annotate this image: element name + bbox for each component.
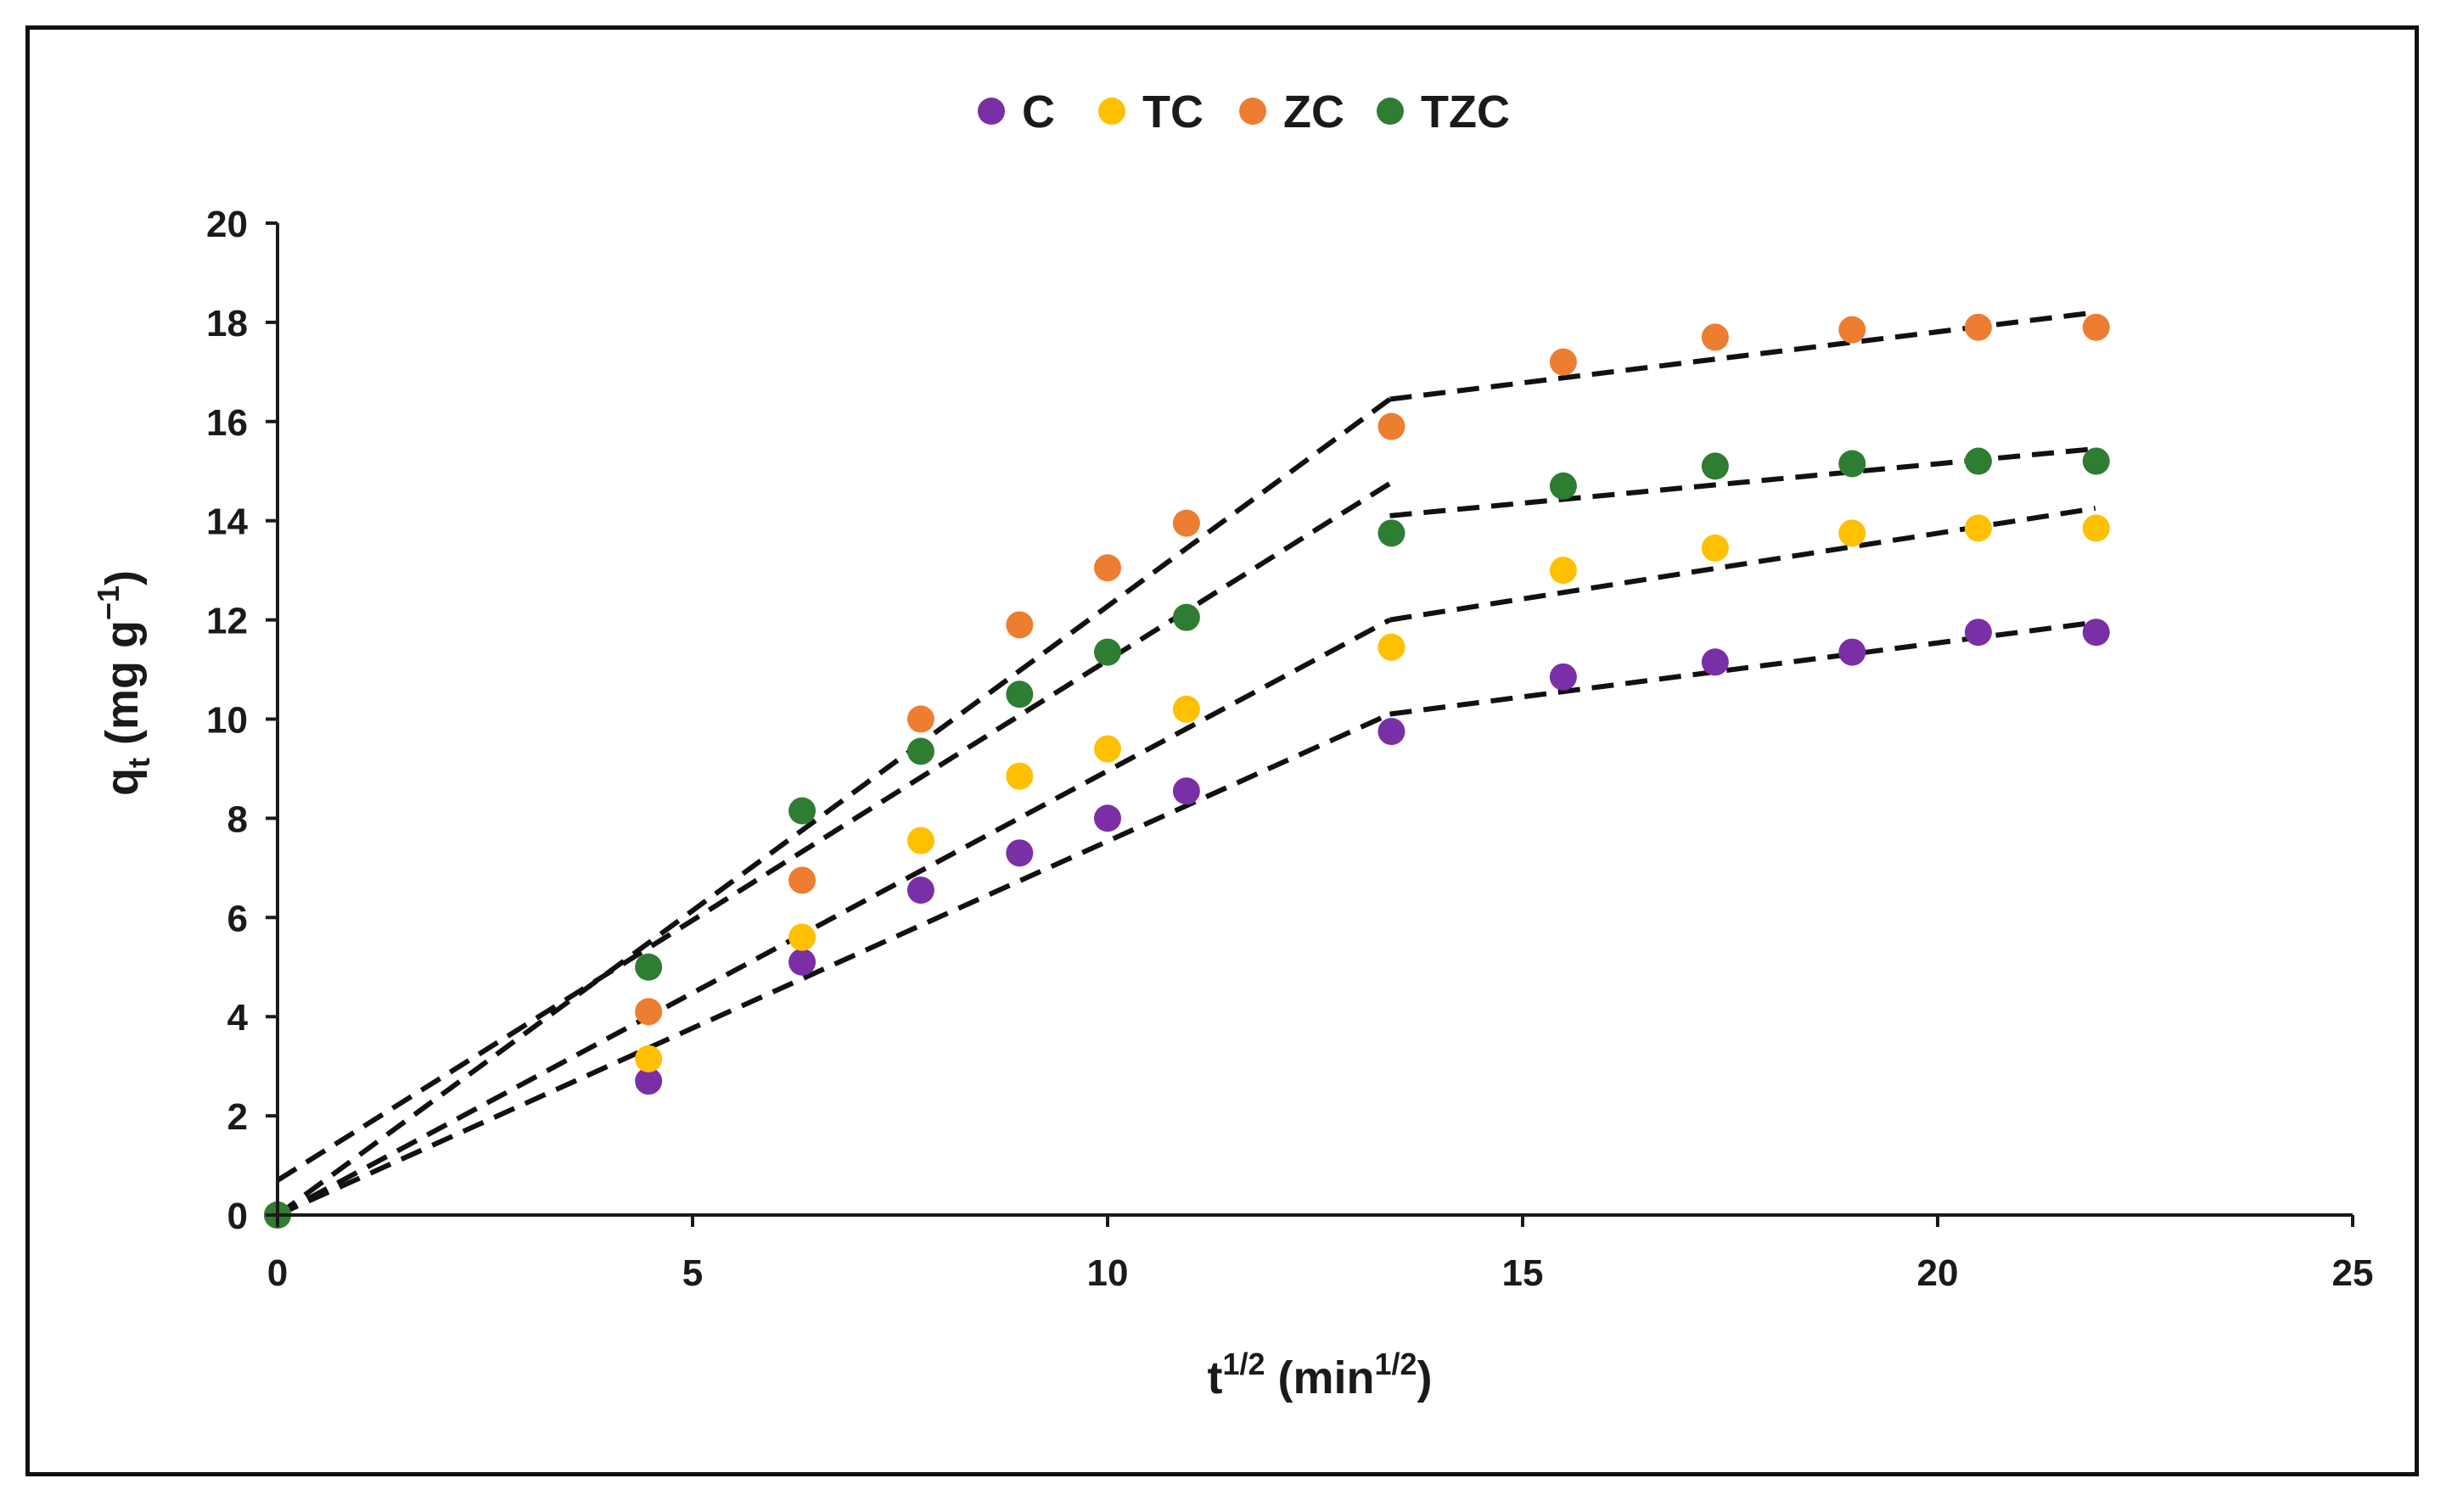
point-zc (635, 998, 663, 1026)
point-c (1701, 648, 1729, 676)
point-tzc (906, 737, 934, 765)
point-c (1172, 777, 1200, 805)
point-tc (635, 1044, 663, 1072)
x-tick-label: 10 (1087, 1252, 1129, 1294)
x-tick-label: 5 (682, 1252, 703, 1294)
point-tc (2082, 514, 2110, 542)
point-zc (1377, 412, 1405, 440)
point-c (1838, 638, 1866, 666)
point-zc (1549, 348, 1577, 376)
point-c (1964, 619, 1992, 647)
point-tc (1701, 534, 1729, 562)
point-c (788, 948, 816, 976)
y-tick-label: 10 (206, 700, 248, 742)
x-tick-label: 20 (1917, 1252, 1959, 1294)
y-tick-label: 6 (227, 898, 248, 939)
x-tick-label: 0 (267, 1252, 288, 1294)
point-zc (1172, 509, 1200, 537)
data-points (264, 313, 2110, 1229)
point-c (635, 1067, 663, 1095)
point-tzc (1172, 603, 1200, 631)
y-tick-label: 16 (206, 402, 248, 444)
point-tzc (2082, 447, 2110, 475)
y-tick-label: 12 (206, 601, 248, 642)
point-tc (906, 826, 934, 854)
y-axis-title: qt (mg g−1) (91, 570, 156, 796)
point-zc (2082, 313, 2110, 341)
y-tick-label: 8 (227, 798, 248, 840)
y-tick-label: 0 (227, 1196, 248, 1237)
point-zc (1094, 554, 1121, 582)
point-zc (788, 866, 816, 894)
point-tzc (1006, 680, 1034, 708)
point-c (906, 876, 934, 904)
fit-line-zc (276, 397, 1392, 1218)
x-axis-title: t1/2 (min1/2) (1207, 1347, 1432, 1403)
y-tick-label: 4 (227, 997, 249, 1039)
point-c (1094, 804, 1121, 832)
y-tick-label: 20 (206, 204, 248, 245)
point-tzc (1838, 450, 1866, 478)
legend-marker-tc (1098, 98, 1125, 125)
point-tc (1094, 735, 1121, 763)
legend-marker-zc (1239, 98, 1266, 125)
axes (266, 221, 2354, 1227)
point-tc (1006, 762, 1034, 790)
point-tc (1964, 514, 1992, 542)
point-tc (1377, 633, 1405, 661)
point-zc (1701, 323, 1729, 351)
point-zc (1838, 316, 1866, 344)
legend-label-c: C (1022, 87, 1055, 137)
point-tc (1838, 519, 1866, 547)
point-zc (1964, 313, 1992, 341)
tick-labels: 0 2 4 6 8 10 12 14 16 18 20 0 5 10 15 20 25 (206, 204, 2373, 1294)
point-zc (1006, 611, 1034, 639)
point-tzc (788, 797, 816, 825)
legend-label-tc: TC (1142, 87, 1203, 137)
point-zc (906, 705, 934, 733)
y-tick-label: 14 (206, 501, 248, 543)
point-c (2082, 619, 2110, 647)
x-tick-label: 15 (1502, 1252, 1544, 1294)
legend-marker-c (978, 98, 1005, 125)
point-tzc (1549, 472, 1577, 500)
fit-line-tc (276, 617, 1391, 1218)
legend: C TC ZC TZC (978, 87, 1510, 137)
x-tick-label: 25 (2332, 1252, 2374, 1294)
y-tick-label: 18 (206, 303, 248, 344)
point-tc (788, 923, 816, 951)
point-tzc (635, 953, 663, 981)
fit-line-c (276, 711, 1391, 1218)
fit-lines (276, 310, 2096, 1218)
y-tick-label: 2 (227, 1096, 248, 1138)
point-tc (1172, 695, 1200, 723)
chart-frame (25, 25, 2419, 1476)
legend-label-tzc: TZC (1421, 87, 1510, 137)
point-c (1006, 839, 1034, 867)
point-tzc (1094, 638, 1121, 666)
legend-label-zc: ZC (1283, 87, 1344, 137)
legend-marker-tzc (1377, 98, 1404, 125)
point-tzc (1377, 519, 1405, 547)
point-tzc (1964, 447, 1992, 475)
fit-line-tzc (276, 481, 1392, 1183)
point-c (1549, 663, 1577, 691)
point-tc (1549, 557, 1577, 585)
point-tzc (1701, 452, 1729, 480)
point-c (1377, 718, 1405, 746)
